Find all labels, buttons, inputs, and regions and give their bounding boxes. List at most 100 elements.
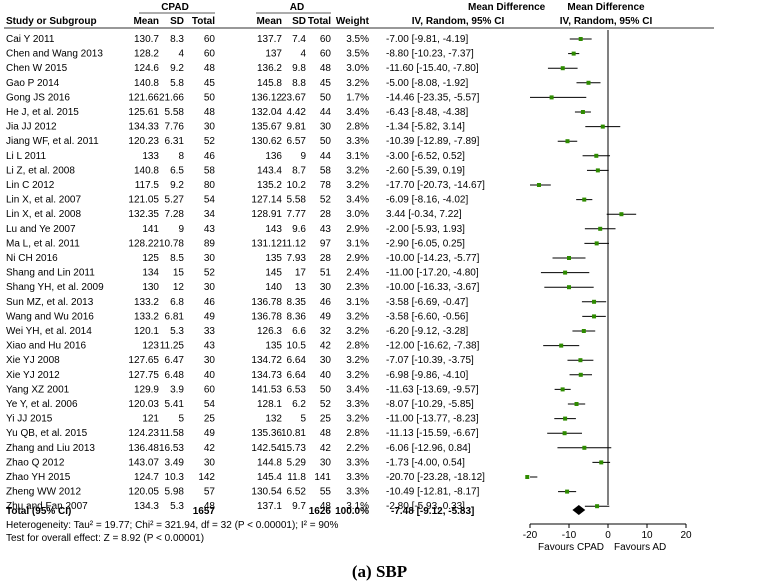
weight: 3.3% [346,136,369,147]
ad-total: 60 [320,34,332,45]
weight: 3.4% [346,195,369,206]
ad-sd: 6.2 [292,399,306,410]
ad-sd: 9.6 [292,224,306,235]
pooled-estimate-diamond [572,505,586,515]
cpad-sd: 9.2 [170,63,184,74]
ad-sd: 23.67 [281,92,306,103]
cpad-total: 48 [204,501,216,512]
cpad-mean: 120.23 [128,136,159,147]
ad-sd: 11.12 [282,238,307,249]
ad-total: 50 [320,384,332,395]
study-name: Ye Y, et al. 2006 [6,399,78,410]
study-name: Li L 2011 [6,151,46,162]
cpad-total: 60 [204,34,216,45]
cpad-mean: 132.35 [128,209,159,220]
cpad-sd: 6.5 [170,165,184,176]
ad-total: 48 [320,63,332,74]
point-estimate [563,270,568,275]
plot-title: Mean Difference [567,2,645,13]
point-estimate [594,241,599,246]
mean-difference-ci: -11.63 [-13.69, -9.57] [386,384,479,395]
cpad-total: 60 [204,49,216,60]
point-estimate [559,343,564,348]
weight: 3.2% [346,78,369,89]
study-name: Zhao Q 2012 [6,457,65,468]
ad-sd: 9 [300,151,306,162]
mean-difference-ci: -6.43 [-8.48, -4.38] [386,107,468,118]
study-name: Chen W 2015 [6,63,68,74]
study-name: Xie YJ 2008 [6,355,60,366]
favours-left-label: Favours CPAD [538,542,604,553]
ad-total: 30 [320,355,332,366]
point-estimate [562,431,567,436]
mean-difference-ci: -8.07 [-10.29, -5.85] [386,399,474,410]
ad-mean: 137.1 [257,501,282,512]
study-name: Wang and Wu 2016 [6,311,94,322]
study-name: Ni CH 2016 [6,253,58,264]
ad-total: 28 [320,209,332,220]
ad-total: 40 [320,370,332,381]
study-name: Li Z, et al. 2008 [6,165,75,176]
cpad-sd: 5.41 [165,399,185,410]
mean-difference-ci: 3.44 [-0.34, 7.22] [386,209,462,220]
ad-mean: 143.4 [257,165,282,176]
ad-mean: 136 [265,151,282,162]
cpad-sd: 12 [173,282,185,293]
cpad-mean: 141 [142,224,159,235]
ad-total: 45 [320,78,332,89]
ad-mean: 132.04 [251,107,282,118]
weight: 2.8% [346,341,369,352]
mean-difference-ci: -6.98 [-9.86, -4.10] [386,370,468,381]
cpad-sd: 10.3 [165,472,185,483]
ad-mean: 141.53 [251,384,282,395]
point-estimate [563,416,568,421]
cpad-total: 30 [204,253,216,264]
ad-sd: 7.4 [292,34,306,45]
cpad-sd: 8.5 [170,253,184,264]
mean-difference-ci: -3.58 [-6.69, -0.47] [386,297,468,308]
ad-sd: 4 [300,49,306,60]
ad-total: 28 [320,253,332,264]
cpad-sd: 5.8 [170,78,184,89]
cpad-mean: 121.66 [128,92,159,103]
study-name: Yi JJ 2015 [6,414,53,425]
study-name: Sun MZ, et al. 2013 [6,297,94,308]
cpad-total: 43 [204,341,216,352]
ad-total: 25 [320,414,332,425]
ad-sd: 9.81 [287,122,307,133]
cpad-mean: 120.1 [134,326,159,337]
x-tick-label: 20 [680,530,692,541]
cpad-total: 48 [204,63,216,74]
ad-total: 42 [320,341,332,352]
mean-difference-ci: -1.73 [-4.00, 0.54] [386,457,465,468]
point-estimate [581,329,586,333]
total2-header: Total [308,16,331,27]
mean-difference-ci: -2.80 [-5.93, 0.33] [386,501,465,512]
cpad-total: 30 [204,355,216,366]
forest-marks [525,30,637,515]
cpad-total: 40 [204,370,216,381]
ad-total: 30 [320,457,332,468]
mean-difference-ci: -7.00 [-9.81, -4.19] [386,34,468,45]
mean-difference-ci: -3.58 [-6.60, -0.56] [386,311,468,322]
weight: 2.8% [346,428,369,439]
study-name: Gong JS 2016 [6,92,70,103]
ad-total: 78 [320,180,332,191]
point-estimate [592,299,597,304]
study-name: Xie YJ 2012 [6,370,60,381]
ad-mean: 134.72 [251,355,282,366]
ad-total: 50 [320,136,332,147]
study-name: Wei YH, et al. 2014 [6,326,92,337]
mean-difference-ci: -6.20 [-9.12, -3.28] [386,326,468,337]
weight: 3.2% [346,370,369,381]
point-estimate [525,475,530,479]
cpad-total: 46 [204,151,216,162]
weight: 2.3% [346,282,369,293]
mean1-header: Mean [133,16,159,27]
cpad-total: 42 [204,443,216,454]
ad-mean: 142.54 [251,443,282,454]
point-estimate [536,183,541,187]
weight: 3.3% [346,399,369,410]
mean-difference-ci: -3.00 [-6.52, 0.52] [386,151,465,162]
ad-total: 44 [320,107,332,118]
